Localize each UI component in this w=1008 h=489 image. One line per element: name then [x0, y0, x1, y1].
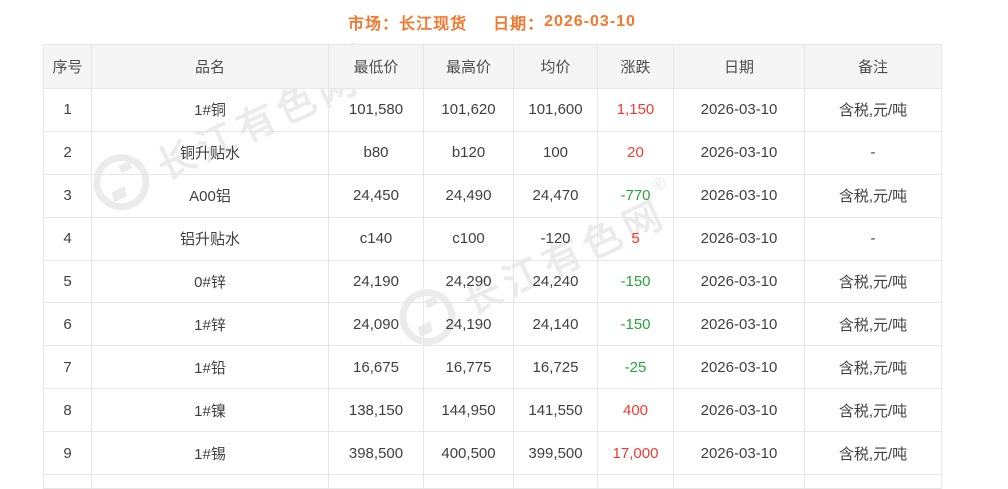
cell-note: -: [804, 130, 942, 175]
cell-max-price: 24,290: [423, 259, 514, 304]
cell-product-name: 1#锌: [91, 302, 329, 347]
cell-change: 17,000: [597, 431, 674, 476]
cell-index: 2: [43, 130, 92, 175]
cell-change: -150: [597, 259, 674, 304]
cell-min-price: 24,450: [328, 173, 424, 218]
cell-min-price: 24,190: [328, 259, 424, 304]
cell-date: 2026-03-10: [673, 431, 805, 476]
header-row: 序号 品名 最低价 最高价 均价 涨跌 日期 备注: [43, 44, 942, 89]
cell-max-price: 16,775: [423, 345, 514, 390]
cell-avg-price: 101,600: [513, 88, 598, 132]
cell-date: 2026-03-10: [673, 88, 805, 132]
cell-product-name: A00铝: [91, 173, 329, 218]
cell-product-name: 0#锌: [91, 259, 329, 304]
cell-index: 1: [43, 88, 92, 132]
cell-note: 含税,元/吨: [804, 259, 942, 304]
cell-min-price: 16,675: [328, 345, 424, 390]
cell-avg-price: 24,140: [513, 302, 598, 347]
col-header-min-price: 最低价: [328, 44, 424, 89]
cell-avg-price: 24,470: [513, 173, 598, 218]
cell-avg-price: 100: [513, 130, 598, 175]
date-value: 2026-03-10: [544, 13, 636, 30]
table-row: 3 A00铝 24,450 24,490 24,470 -770 2026-03…: [43, 173, 942, 218]
cell-date: 2026-03-10: [673, 302, 805, 347]
table-body: 1 1#铜 101,580 101,620 101,600 1,150 2026…: [43, 88, 942, 476]
cell-index: 3: [43, 173, 92, 218]
cell-index: 9: [43, 431, 92, 476]
cell-max-price: b120: [423, 130, 514, 175]
col-header-avg-price: 均价: [513, 44, 598, 89]
date-label: 日期：: [493, 16, 545, 33]
cell-avg-price: 399,500: [513, 431, 598, 476]
cell-product-name: 铜升贴水: [91, 130, 329, 175]
cell-min-price: b80: [328, 130, 424, 175]
cell-change: 1,150: [597, 88, 674, 132]
cell-max-price: 144,950: [423, 388, 514, 433]
col-header-note: 备注: [804, 44, 942, 89]
cell-index: 5: [43, 259, 92, 304]
cell-min-price: 101,580: [328, 88, 424, 132]
cell-change: -770: [597, 173, 674, 218]
cell-product-name: 1#铜: [91, 88, 329, 132]
cell-change: -25: [597, 345, 674, 390]
cell-change: 400: [597, 388, 674, 433]
cell-index: 8: [43, 388, 92, 433]
table-row: 8 1#镍 138,150 144,950 141,550 400 2026-0…: [43, 388, 942, 433]
cell-min-price: 398,500: [328, 431, 424, 476]
cell-change: -150: [597, 302, 674, 347]
table-row: 5 0#锌 24,190 24,290 24,240 -150 2026-03-…: [43, 259, 942, 304]
market-label: 市场：: [348, 16, 400, 33]
table-row: 9 1#锡 398,500 400,500 399,500 17,000 202…: [43, 431, 942, 476]
cell-product-name: 1#锡: [91, 431, 329, 476]
cell-max-price: 400,500: [423, 431, 514, 476]
cell-min-price: c140: [328, 216, 424, 261]
col-header-date: 日期: [673, 44, 805, 89]
cell-date: 2026-03-10: [673, 388, 805, 433]
cell-note: 含税,元/吨: [804, 173, 942, 218]
col-header-product: 品名: [91, 44, 329, 89]
cell-min-price: 24,090: [328, 302, 424, 347]
cell-index: 6: [43, 302, 92, 347]
cell-max-price: 101,620: [423, 88, 514, 132]
cell-date: 2026-03-10: [673, 345, 805, 390]
cell-note: 含税,元/吨: [804, 88, 942, 132]
cell-avg-price: 24,240: [513, 259, 598, 304]
cell-product-name: 1#镍: [91, 388, 329, 433]
table-row: 4 铝升贴水 c140 c100 -120 5 2026-03-10 -: [43, 216, 942, 261]
cell-max-price: c100: [423, 216, 514, 261]
cell-min-price: 138,150: [328, 388, 424, 433]
cell-max-price: 24,490: [423, 173, 514, 218]
table-row: 7 1#铅 16,675 16,775 16,725 -25 2026-03-1…: [43, 345, 942, 390]
cell-note: 含税,元/吨: [804, 431, 942, 476]
table-row: 1 1#铜 101,580 101,620 101,600 1,150 2026…: [43, 88, 942, 132]
cell-index: 7: [43, 345, 92, 390]
cell-product-name: 1#铅: [91, 345, 329, 390]
cell-date: 2026-03-10: [673, 130, 805, 175]
cell-date: 2026-03-10: [673, 259, 805, 304]
cell-date: 2026-03-10: [673, 173, 805, 218]
cell-avg-price: -120: [513, 216, 598, 261]
cell-avg-price: 16,725: [513, 345, 598, 390]
cell-note: 含税,元/吨: [804, 345, 942, 390]
cell-index: 4: [43, 216, 92, 261]
page-title: 市场： 长江现货 日期： 2026-03-10: [43, 0, 941, 44]
partial-next-row: [43, 474, 942, 489]
cell-change: 20: [597, 130, 674, 175]
cell-change: 5: [597, 216, 674, 261]
table-row: 6 1#锌 24,090 24,190 24,140 -150 2026-03-…: [43, 302, 942, 347]
col-header-index: 序号: [43, 44, 92, 89]
price-table: 序号 品名 最低价 最高价 均价 涨跌 日期 备注 1 1#铜 101,580 …: [43, 44, 942, 489]
cell-note: 含税,元/吨: [804, 302, 942, 347]
cell-note: 含税,元/吨: [804, 388, 942, 433]
table-row: 2 铜升贴水 b80 b120 100 20 2026-03-10 -: [43, 130, 942, 175]
cell-date: 2026-03-10: [673, 216, 805, 261]
market-value: 长江现货: [399, 16, 468, 33]
col-header-change: 涨跌: [597, 44, 674, 89]
table-header: 序号 品名 最低价 最高价 均价 涨跌 日期 备注: [43, 44, 942, 89]
cell-max-price: 24,190: [423, 302, 514, 347]
cell-avg-price: 141,550: [513, 388, 598, 433]
col-header-max-price: 最高价: [423, 44, 514, 89]
cell-product-name: 铝升贴水: [91, 216, 329, 261]
cell-note: -: [804, 216, 942, 261]
